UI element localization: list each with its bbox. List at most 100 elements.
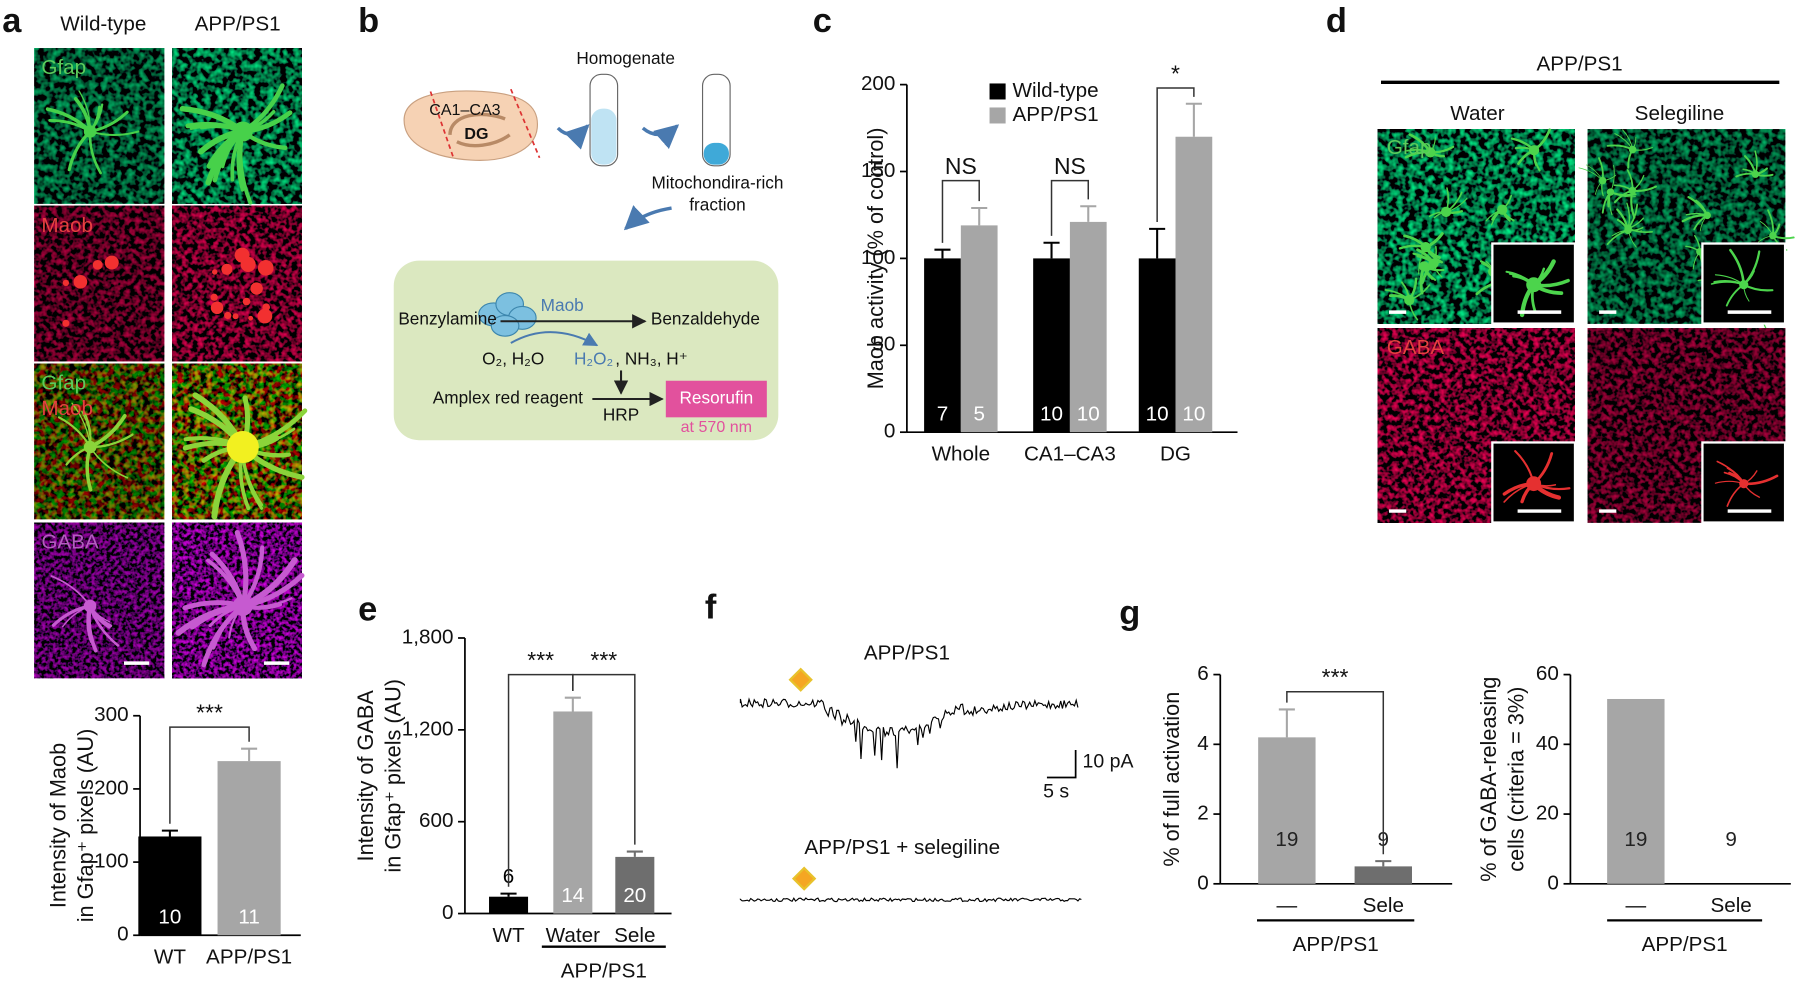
scale-bar	[1046, 750, 1077, 779]
overlap	[226, 431, 259, 464]
significance-bracket	[1156, 87, 1195, 222]
x-tick-label: —	[1277, 894, 1298, 917]
puncta	[210, 293, 218, 301]
bar	[1175, 136, 1213, 433]
arrow	[510, 331, 599, 347]
micrograph-texture	[34, 522, 165, 679]
tube-liquid	[591, 108, 617, 165]
puncta	[73, 274, 88, 289]
y-tick-label: 20	[1536, 802, 1559, 825]
readout: Resorufin	[680, 388, 754, 408]
substrate: Benzylamine	[398, 309, 497, 329]
bar	[960, 225, 998, 433]
bar	[489, 896, 529, 914]
significance-label: ***	[590, 647, 617, 673]
stain-label: Gfap	[41, 372, 86, 395]
significance-label: ***	[196, 700, 223, 726]
y-tick-label: 0	[1547, 871, 1558, 894]
soma	[1628, 145, 1637, 154]
y-tick-label: 1,800	[402, 625, 454, 648]
y-tick-label: 300	[94, 703, 128, 726]
column-header: Wild-type	[60, 13, 146, 36]
bar	[1138, 258, 1176, 433]
puncta	[232, 313, 239, 320]
puncta	[242, 297, 251, 306]
bar	[1069, 221, 1107, 433]
soma	[1528, 145, 1540, 156]
trace-label: APP/PS1 + selegiline	[804, 836, 1000, 859]
stain-label: GABA	[41, 531, 99, 554]
soma	[1606, 188, 1615, 196]
error-bar	[1375, 860, 1392, 867]
y-tick-label: 0	[442, 901, 453, 924]
soma	[1428, 258, 1439, 269]
column-header: Selegiline	[1635, 102, 1725, 125]
group-label: APP/PS1	[561, 959, 647, 981]
enzyme-label: Maob	[541, 295, 584, 315]
significance-label: ***	[1322, 664, 1349, 690]
significance-bracket	[1050, 179, 1090, 236]
significance-label: NS	[945, 153, 977, 179]
puncta	[210, 301, 224, 315]
byproducts: , NH₃, H⁺	[615, 349, 687, 369]
error-bar	[971, 206, 988, 226]
stain-label: Maob	[41, 214, 93, 237]
panel-label: c	[813, 2, 832, 40]
stimulus-marker	[788, 667, 813, 692]
current-trace	[739, 897, 1082, 903]
soma	[1526, 277, 1542, 293]
panel-label: e	[358, 591, 377, 629]
soma	[83, 440, 97, 454]
soma	[1420, 241, 1431, 253]
scale-label: 5 s	[1043, 781, 1069, 803]
y-tick-label: 150	[861, 159, 895, 182]
y-tick-label: 0	[884, 420, 895, 443]
error-bar	[1149, 227, 1166, 259]
puncta	[62, 319, 70, 327]
y-tick-label: 0	[117, 923, 128, 946]
soma	[1418, 261, 1430, 272]
scale-label: 10 pA	[1083, 751, 1134, 773]
y-tick-label: 200	[94, 776, 128, 799]
x-tick-label: WT	[492, 924, 525, 947]
micrograph-grid: Gfap GABA	[1377, 128, 1795, 524]
y-axis-label: % of GABA-releasing	[1476, 677, 1501, 882]
hippocampus	[448, 112, 511, 148]
bar	[1354, 866, 1412, 884]
x-tick-label: Whole	[932, 443, 991, 466]
trace-label: APP/PS1	[864, 641, 950, 664]
panel-label: g	[1119, 594, 1140, 632]
product: Benzaldehyde	[651, 309, 760, 329]
y-tick-label: 1,200	[402, 717, 454, 740]
puncta	[248, 315, 254, 321]
y-tick-label: 4	[1197, 732, 1208, 755]
step-label: Homogenate	[576, 48, 675, 68]
puncta	[257, 308, 273, 324]
error-bar	[500, 892, 517, 897]
soma	[83, 599, 97, 613]
column-header: Water	[1450, 102, 1504, 125]
y-tick-label: 0	[1197, 871, 1208, 894]
current-trace	[739, 697, 1079, 769]
puncta	[62, 279, 70, 287]
n-label: 14	[561, 884, 584, 907]
group-label: APP/PS1	[1642, 933, 1728, 956]
panel-label: d	[1326, 2, 1347, 40]
n-label: 10	[158, 906, 181, 929]
soma	[1739, 479, 1749, 489]
column-header: APP/PS1	[195, 13, 281, 36]
puncta	[92, 259, 103, 270]
puncta	[224, 311, 232, 320]
significance-bracket	[941, 179, 980, 243]
y-axis-label: in Gfap⁺ pixels (AU)	[73, 729, 98, 923]
y-tick-label: 100	[94, 850, 128, 873]
group-label: APP/PS1	[1293, 933, 1379, 956]
enzyme-icon	[478, 292, 537, 337]
y-tick-label: 40	[1536, 732, 1559, 755]
tube	[701, 73, 731, 167]
step-label: fraction	[689, 194, 745, 214]
error-bar	[1080, 205, 1097, 222]
puncta	[104, 255, 119, 270]
x-tick-label: Sele	[614, 924, 655, 947]
